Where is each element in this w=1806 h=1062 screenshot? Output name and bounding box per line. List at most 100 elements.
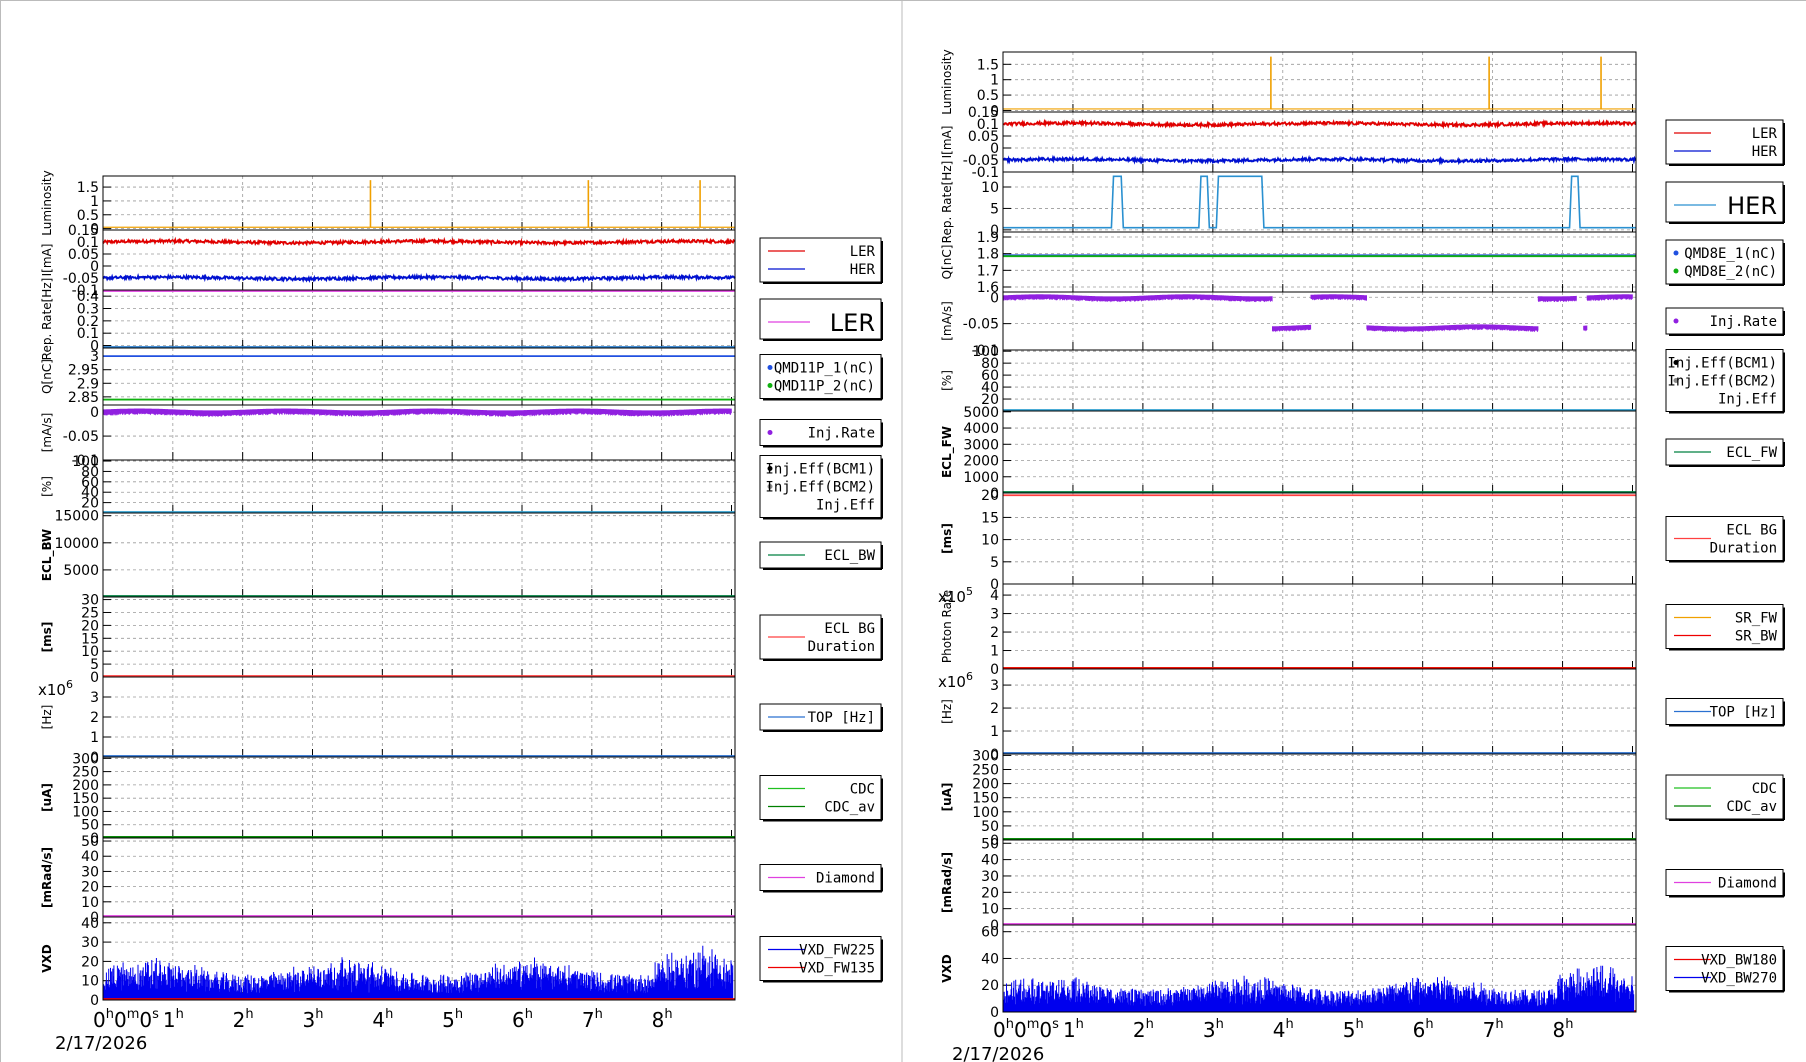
legend: Diamond <box>760 865 882 892</box>
legend: VXD_BW180VXD_BW270 <box>1666 947 1784 992</box>
x-tick-h-unit: h <box>1565 1017 1573 1032</box>
y-tick-label: 3 <box>990 607 999 623</box>
y-tick-label: 4000 <box>963 421 999 437</box>
x-tick-number: 5 <box>1343 1018 1356 1042</box>
y-axis-label: VXD <box>40 944 54 973</box>
y-tick-label: 10000 <box>54 536 99 552</box>
series-inj-rate-band <box>1584 326 1588 331</box>
y-tick-label: -0.05 <box>963 317 999 333</box>
legend-entry-label: Diamond <box>1718 876 1777 892</box>
y-axis-label: [uA] <box>940 783 954 812</box>
y-tick-label: 1.5 <box>977 57 999 73</box>
y-tick-label: 10 <box>81 895 99 911</box>
x-tick-number: 6 <box>512 1008 525 1032</box>
y-tick-label: 40 <box>981 853 999 869</box>
y-tick-label: 40 <box>81 849 99 865</box>
y-tick-label: 20 <box>81 880 99 896</box>
y-tick-label: 20 <box>981 885 999 901</box>
y-tick-label: 10 <box>981 533 999 549</box>
legend-marker <box>1674 269 1679 274</box>
y-axis-label: [mRad/s] <box>940 852 954 913</box>
legend-entry-label: VXD_BW270 <box>1701 971 1777 987</box>
x-tick-m-unit: m <box>1027 1017 1040 1032</box>
legend-entry-label: Inj.Rate <box>808 426 875 442</box>
y-tick-label: 20 <box>81 954 99 970</box>
legend-entry-label: VXD_FW225 <box>799 943 875 959</box>
x-tick-m-unit: m <box>127 1007 140 1022</box>
legend-marker <box>768 430 773 435</box>
legend-marker <box>1674 251 1679 256</box>
x-tick-h-unit: h <box>245 1007 253 1022</box>
x-tick-hours: 0 <box>993 1018 1006 1042</box>
x-tick-number: 3 <box>303 1008 316 1032</box>
y-axis-label: ECL_BW <box>40 529 55 581</box>
x-tick-s-unit: s <box>152 1007 159 1022</box>
y-axis-label: Luminosity <box>40 170 54 235</box>
legend-entry-label: LER <box>830 309 875 337</box>
y-tick-label: 1 <box>990 644 999 660</box>
legend: CDC CDC_av <box>1666 775 1784 820</box>
y-tick-label: 10 <box>981 902 999 918</box>
y-tick-label: 15 <box>981 510 999 526</box>
legend-entry-label: Inj.Eff(BCM2) <box>765 480 875 496</box>
legend: Inj.Eff(BCM1) Inj.Eff(BCM2) Inj.Eff <box>760 456 882 519</box>
x-tick-h-unit: h <box>1355 1017 1363 1032</box>
x-tick-s-unit: s <box>1052 1017 1059 1032</box>
x-tick-number: 4 <box>1273 1018 1286 1042</box>
y-tick-label: 30 <box>981 869 999 885</box>
y-tick-label: 4 <box>990 588 999 604</box>
x-tick-number: 3 <box>1203 1018 1216 1042</box>
legend: TOP [Hz] <box>1666 699 1784 726</box>
x-tick-number: 4 <box>372 1008 385 1032</box>
y-tick-label: 1.8 <box>977 247 999 263</box>
x-tick-label: 0h0m0s <box>993 1017 1059 1042</box>
legend-marker <box>768 383 773 388</box>
x-tick-h-unit: h <box>176 1007 184 1022</box>
x-tick-h-unit: h <box>385 1007 393 1022</box>
y-tick-label: 0 <box>990 290 999 306</box>
x-tick-h-unit: h <box>595 1007 603 1022</box>
x-tick-number: 7 <box>582 1008 595 1032</box>
legend-entry-label: HER <box>850 262 876 278</box>
y-tick-label: 1 <box>990 73 999 89</box>
y-tick-label: 2000 <box>963 454 999 470</box>
x-tick-h-unit: h <box>664 1007 672 1022</box>
legend: LER HER <box>1666 120 1784 165</box>
legend-entry-label: Inj.Eff <box>1718 392 1777 408</box>
y-multiplier-exponent: 5 <box>966 585 973 598</box>
y-tick-label: 30 <box>81 935 99 951</box>
y-tick-label: 1.7 <box>977 263 999 279</box>
y-tick-label: 20 <box>981 978 999 994</box>
y-tick-label: 0 <box>90 670 99 686</box>
legend-entry-label: QMD8E_1(nC) <box>1684 246 1777 262</box>
legend: SR_FWSR_BW <box>1666 605 1784 650</box>
y-tick-label: 5000 <box>963 405 999 421</box>
y-tick-label: 5 <box>990 555 999 571</box>
legend-entry-label: QMD8E_2(nC) <box>1684 264 1777 280</box>
y-tick-label: 3 <box>90 690 99 706</box>
y-axis-label: Rep. Rate[Hz] <box>940 161 954 244</box>
y-axis-label: Q[nC] <box>940 245 954 280</box>
legend-entry-label: VXD_FW135 <box>799 961 875 977</box>
legend-entry-label: Duration <box>1710 541 1777 557</box>
x-tick-minutes: 0 <box>1014 1018 1027 1042</box>
legend: Inj.Rate <box>1666 308 1784 335</box>
y-tick-label: 15000 <box>54 509 99 525</box>
legend-entry-label: CDC_av <box>824 800 875 816</box>
x-tick-h-unit: h <box>1216 1017 1224 1032</box>
y-axis-label: [ms] <box>940 523 954 554</box>
y-axis-label: Rep. Rate[Hz] <box>40 278 54 361</box>
y-tick-label: 20 <box>981 488 999 504</box>
legend-entry-label: LER <box>1752 126 1778 142</box>
legend-entry-label: Inj.Rate <box>1710 314 1777 330</box>
legend: Inj.Rate <box>760 420 882 447</box>
date-label: 2/17/2026 <box>952 1044 1044 1062</box>
x-tick-h-unit: h <box>1495 1017 1503 1032</box>
x-tick-h-unit: h <box>1286 1017 1294 1032</box>
x-tick-h-unit: h <box>525 1007 533 1022</box>
y-tick-label: 10 <box>81 974 99 990</box>
x-tick-number: 1 <box>1063 1018 1076 1042</box>
legend-entry-label: HER <box>1752 144 1778 160</box>
y-multiplier-exponent: 6 <box>966 670 973 683</box>
